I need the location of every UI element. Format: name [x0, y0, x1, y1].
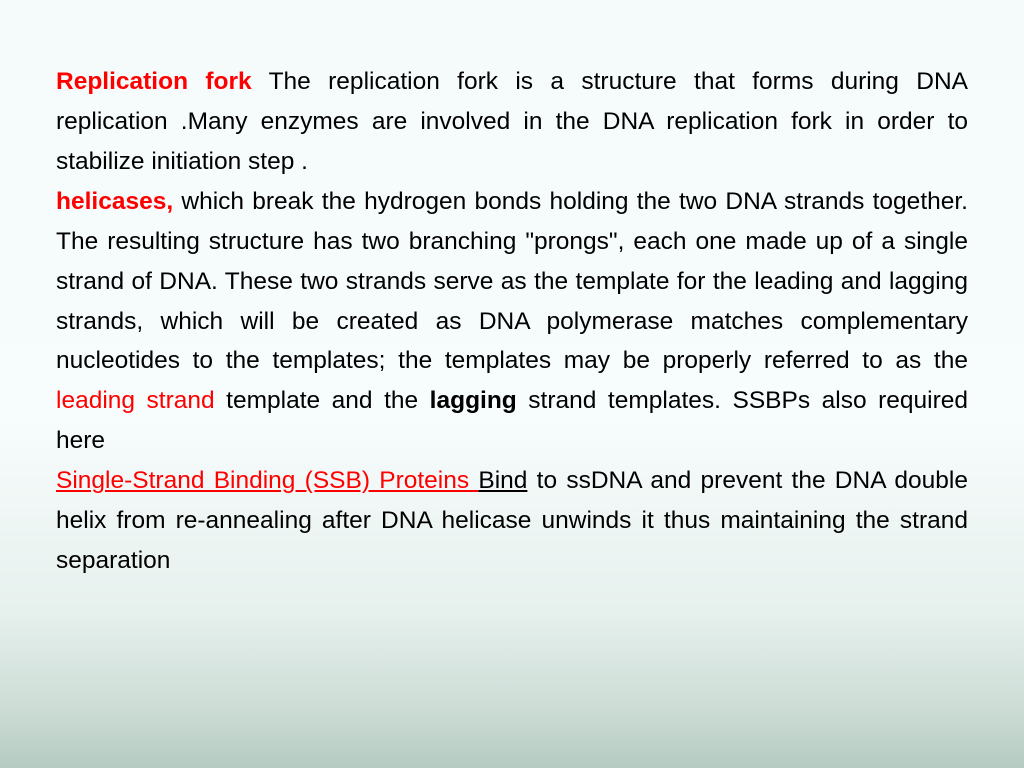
paragraph-ssb: Single-Strand Binding (SSB) Proteins Bin… [56, 461, 968, 581]
text-helicases-a: which break the hydrogen bonds holding t… [56, 188, 968, 375]
paragraph-replication-fork: Replication fork The replication fork is… [56, 62, 968, 182]
term-leading-strand: leading strand [56, 387, 215, 414]
text-helicases-b: template and the [215, 387, 430, 414]
term-helicases: helicases, [56, 188, 173, 215]
term-bind: Bind [478, 467, 527, 494]
term-replication-fork: Replication fork [56, 68, 252, 95]
paragraph-helicases: helicases, which break the hydrogen bond… [56, 182, 968, 461]
link-ssb-proteins[interactable]: Single-Strand Binding (SSB) Proteins [56, 467, 478, 494]
term-lagging: lagging [430, 387, 517, 414]
